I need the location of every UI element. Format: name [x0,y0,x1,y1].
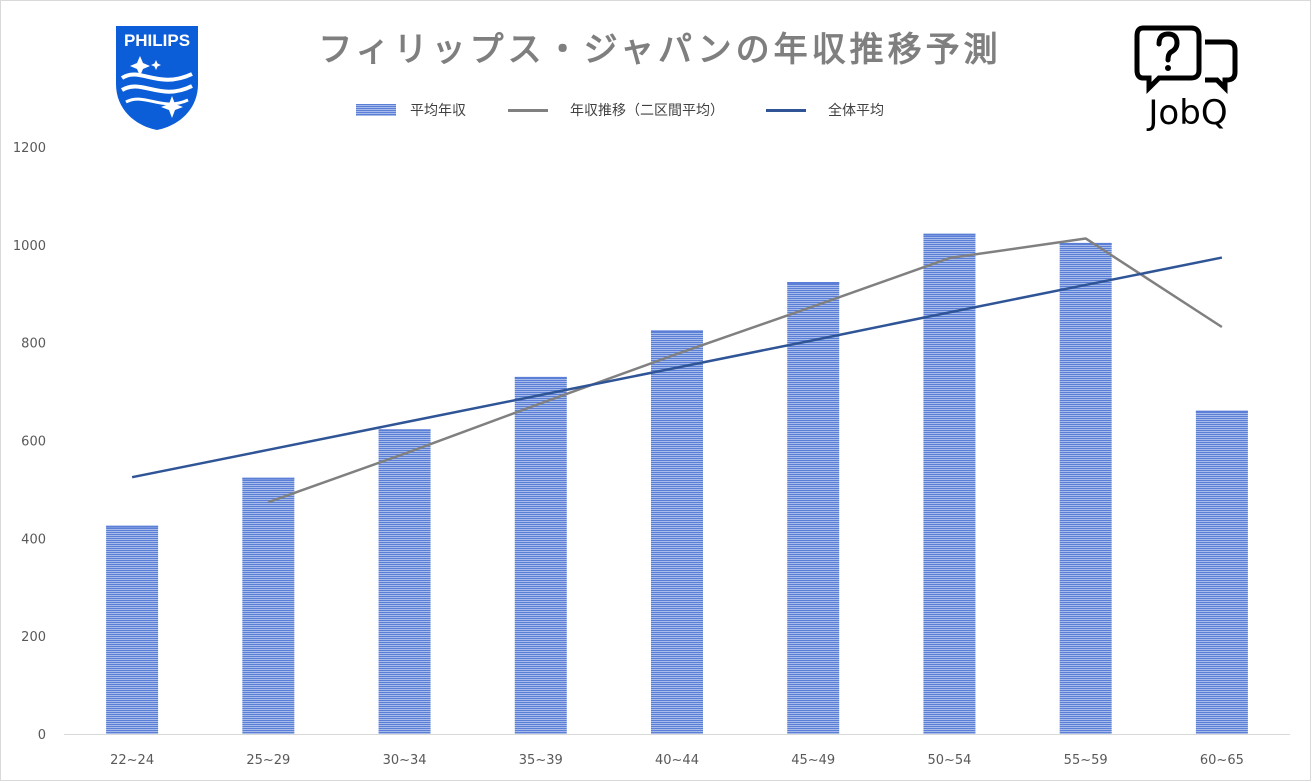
legend-item-trend: 年収推移（二区間平均） [508,100,724,120]
bar-22~24 [106,526,159,734]
bar-35~39 [514,377,567,734]
x-tick-label: 40~44 [655,753,699,768]
y-tick-label: 600 [21,435,46,450]
bar-55~59 [1059,243,1112,734]
x-tick-label: 25~29 [246,753,290,768]
legend-label-overall: 全体平均 [828,103,884,119]
bar-25~29 [242,478,295,734]
overall-average-line [131,256,1223,479]
x-tick-label: 60~65 [1200,753,1244,768]
chart-legend: 平均年収 年収推移（二区間平均） 全体平均 [356,98,926,122]
legend-swatch-trend [508,108,548,112]
y-tick-label: 1200 [13,141,46,156]
legend-label-trend: 年収推移（二区間平均） [570,103,724,119]
y-tick-label: 200 [21,630,46,645]
x-tick-label: 30~34 [383,753,427,768]
y-tick-label: 0 [38,728,46,743]
chart-title: フィリップス・ジャパンの年収推移予測 [318,30,1002,70]
x-tick-label: 45~49 [791,753,835,768]
philips-shield-icon: PHILIPS [116,26,198,130]
x-tick-label: 55~59 [1064,753,1108,768]
y-tick-label: 400 [21,532,46,547]
x-tick-label: 50~54 [927,753,971,768]
legend-item-overall: 全体平均 [766,100,884,120]
bar-50~54 [923,234,976,735]
bar-45~49 [787,282,840,734]
bar-40~44 [651,330,703,734]
philips-logo-text: PHILIPS [124,31,190,50]
jobq-logo-text: JobQ [1146,93,1227,132]
bar-30~34 [378,429,431,734]
trend-line [267,237,1223,504]
y-tick-label: 800 [21,337,46,352]
x-tick-label: 22~24 [110,753,154,768]
jobq-speech-bubbles-icon: JobQ [1134,25,1238,132]
legend-swatch-overall [766,108,806,112]
legend-item-bar: 平均年収 [356,100,466,120]
legend-swatch-bar [356,104,396,116]
legend-label-average-income: 平均年収 [410,103,466,119]
x-tick-label: 35~39 [519,753,563,768]
y-tick-label: 1000 [13,239,46,254]
bar-60~65 [1195,411,1248,734]
